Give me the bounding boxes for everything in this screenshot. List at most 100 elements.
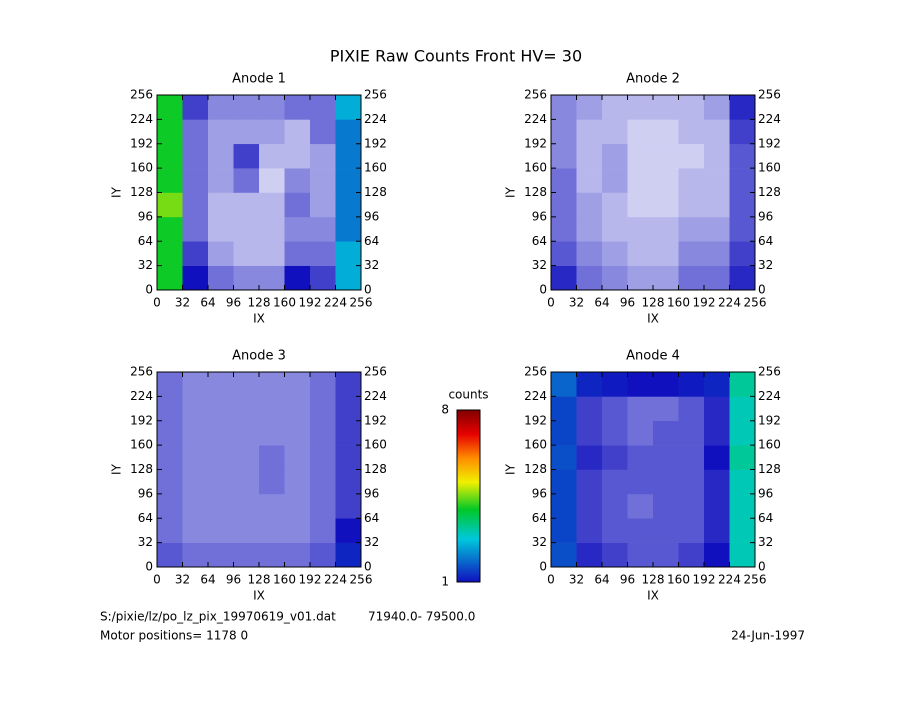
heat-cell <box>729 265 756 291</box>
x-tick-label: 224 <box>324 296 347 310</box>
x-tick-label: 96 <box>620 573 635 587</box>
heat-cell <box>653 469 679 495</box>
x-tick-label: 64 <box>200 573 215 587</box>
y-tick-label: 96 <box>532 209 547 223</box>
heat-cell <box>704 265 730 291</box>
heat-cell <box>576 143 603 169</box>
heat-cell <box>602 119 628 145</box>
y-tick-label-right: 192 <box>364 413 387 427</box>
heat-cell <box>551 420 577 446</box>
heat-cell <box>208 542 234 568</box>
heat-cell <box>182 119 209 145</box>
heat-cell <box>678 469 705 495</box>
heat-cell <box>602 542 628 568</box>
y-tick-label-right: 192 <box>758 136 781 150</box>
heat-cell <box>704 143 730 169</box>
heat-cell <box>627 469 654 495</box>
heat-cell <box>259 216 285 242</box>
heat-cell <box>233 241 260 266</box>
heat-cell <box>182 396 209 422</box>
y-tick-label-right: 192 <box>364 136 387 150</box>
y-tick-label-right: 32 <box>758 258 773 272</box>
heat-cell <box>627 420 654 446</box>
heat-cell <box>335 95 362 120</box>
heat-cell <box>182 469 209 495</box>
heat-cell <box>729 542 756 568</box>
heat-cell <box>678 420 705 446</box>
heat-cell <box>310 542 336 568</box>
heat-cell <box>284 420 311 446</box>
heat-cell <box>284 95 311 120</box>
x-tick-label: 224 <box>718 296 741 310</box>
y-tick-label: 64 <box>138 234 153 248</box>
heat-cell <box>551 542 577 568</box>
heat-cell <box>310 420 336 446</box>
x-tick-label: 96 <box>620 296 635 310</box>
heat-cell <box>310 493 336 519</box>
heat-cell <box>653 396 679 422</box>
x-tick-label: 256 <box>744 573 767 587</box>
y-tick-label: 96 <box>138 486 153 500</box>
x-axis-label: IX <box>647 312 659 326</box>
x-tick-label: 64 <box>594 573 609 587</box>
heat-cell <box>627 542 654 568</box>
x-tick-label: 32 <box>175 573 190 587</box>
heat-cell <box>551 469 577 495</box>
heat-cell <box>335 420 362 446</box>
y-tick-label: 192 <box>130 413 153 427</box>
heat-cell <box>729 241 756 266</box>
y-tick-label: 64 <box>138 511 153 525</box>
y-tick-label-right: 256 <box>758 88 781 102</box>
heat-cell <box>551 192 577 218</box>
y-tick-label-right: 96 <box>364 209 379 223</box>
colorbar-tick-label: 8 <box>441 403 449 417</box>
heat-cell <box>627 192 654 218</box>
y-tick-label-right: 0 <box>364 560 372 574</box>
heat-cell <box>704 542 730 568</box>
heat-cell <box>335 493 362 519</box>
heat-cell <box>310 372 336 397</box>
colorbar-tick-label: 1 <box>441 575 449 589</box>
y-tick-label-right: 64 <box>364 234 379 248</box>
heat-cell <box>208 119 234 145</box>
heat-cell <box>182 493 209 519</box>
y-axis-label: IY <box>504 463 518 475</box>
heat-cell <box>653 445 679 470</box>
heat-cell <box>208 168 234 193</box>
panel-title: Anode 4 <box>626 349 680 364</box>
heat-cell <box>259 168 285 193</box>
y-tick-label: 224 <box>130 389 153 403</box>
heat-cell <box>208 241 234 266</box>
x-tick-label: 256 <box>744 296 767 310</box>
heat-cell <box>729 372 756 397</box>
heat-cell <box>551 493 577 519</box>
y-tick-label: 224 <box>130 112 153 126</box>
heat-cell <box>284 493 311 519</box>
heat-cell <box>729 216 756 242</box>
heat-cell <box>157 518 183 543</box>
y-tick-label: 192 <box>524 136 547 150</box>
heat-cell <box>729 420 756 446</box>
heat-cell <box>284 542 311 568</box>
heat-cell <box>678 445 705 470</box>
heat-cell <box>729 192 756 218</box>
y-tick-label: 128 <box>130 462 153 476</box>
heat-cell <box>678 168 705 193</box>
heat-cell <box>259 445 285 470</box>
heat-cell <box>157 168 183 193</box>
heat-cell <box>729 95 756 120</box>
heat-cell <box>678 265 705 291</box>
file-name: S:/pixie/lz/po_lz_pix_19970619_v01.dat <box>100 610 336 624</box>
y-tick-label-right: 0 <box>758 560 766 574</box>
heat-cell <box>233 372 260 397</box>
heat-cell <box>335 469 362 495</box>
heat-cell <box>627 241 654 266</box>
heat-cell <box>551 241 577 266</box>
heat-cell <box>233 265 260 291</box>
heat-cell <box>678 542 705 568</box>
heat-cell <box>208 469 234 495</box>
heat-cell <box>627 518 654 543</box>
y-tick-label-right: 128 <box>364 185 387 199</box>
heat-cell <box>157 469 183 495</box>
y-axis-label: IY <box>110 186 124 198</box>
